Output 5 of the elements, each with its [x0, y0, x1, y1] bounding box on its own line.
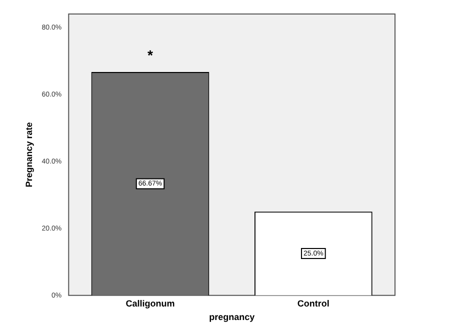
annotation: * — [148, 46, 154, 63]
x-tick-label: Calligonum — [126, 298, 175, 308]
x-tick-label: Control — [297, 298, 330, 308]
y-axis-title: Pregnancy rate — [24, 122, 34, 188]
x-axis-title: pregnancy — [209, 312, 255, 322]
